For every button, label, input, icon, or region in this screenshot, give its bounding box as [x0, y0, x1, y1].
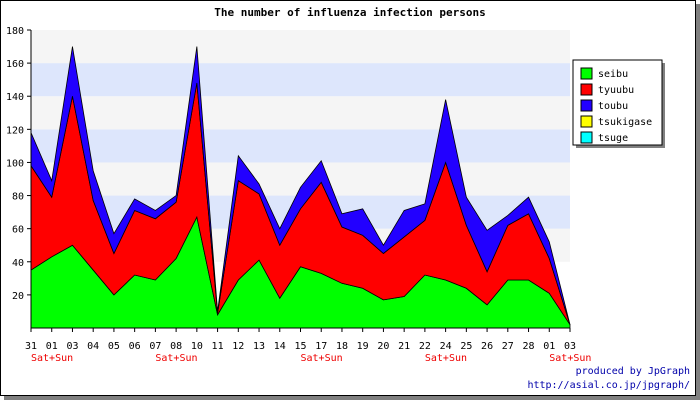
- legend-label-tsukigase: tsukigase: [598, 117, 652, 128]
- x-tick-label: 13: [253, 341, 265, 352]
- y-tick-label: 120: [6, 125, 24, 136]
- x-tick-label: 14: [274, 341, 286, 352]
- weekend-labels: Sat+Sun Sat+Sun Sat+Sun Sat+Sun Sat+Sun: [31, 353, 591, 364]
- x-tick-label: 04: [87, 341, 99, 352]
- legend-swatch-tsuge: [580, 131, 593, 144]
- x-tick-label: 26: [481, 341, 493, 352]
- x-tick-label: 15: [294, 341, 306, 352]
- credits-url: http://asial.co.jp/jpgraph/: [527, 380, 690, 391]
- weekend-label: Sat+Sun: [549, 353, 591, 364]
- credits-produced-by: produced by JpGraph: [575, 366, 690, 377]
- x-tick-label: 01: [543, 341, 555, 352]
- x-tick-label: 11: [212, 341, 224, 352]
- y-tick-labels: 20 40 60 80 100 120 140 160 180: [6, 26, 24, 302]
- legend-swatch-seibu: [580, 67, 593, 80]
- x-tick-label: 01: [46, 341, 58, 352]
- x-tick-label: 19: [357, 341, 369, 352]
- legend: seibu tyuubu toubu tsukigase tsuge: [572, 59, 665, 148]
- weekend-label: Sat+Sun: [31, 353, 73, 364]
- legend-label-tsuge: tsuge: [598, 133, 628, 144]
- x-tick-label: 06: [129, 341, 141, 352]
- legend-label-toubu: toubu: [598, 101, 628, 112]
- x-tick-label: 21: [398, 341, 410, 352]
- band-160: [31, 30, 570, 64]
- x-tick-label: 03: [66, 341, 78, 352]
- weekend-label: Sat+Sun: [155, 353, 197, 364]
- x-tick-label: 07: [149, 341, 161, 352]
- legend-swatch-tsukigase: [580, 115, 593, 128]
- x-tick-label: 10: [191, 341, 203, 352]
- y-tick-label: 160: [6, 59, 24, 70]
- weekend-label: Sat+Sun: [425, 353, 467, 364]
- chart-title: The number of influenza infection person…: [214, 6, 486, 19]
- y-tick-label: 80: [12, 192, 24, 203]
- y-tick-label: 60: [12, 225, 24, 236]
- x-tick-label: 31: [25, 341, 37, 352]
- x-tick-labels: 31 01 03 04 05 06 07 08 10 11 12 13 14 15 17 18 19 20 21 22…: [25, 341, 576, 352]
- y-tick-label: 40: [12, 258, 24, 269]
- x-tick-label: 18: [336, 341, 348, 352]
- x-tick-label: 20: [377, 341, 389, 352]
- credits: produced by JpGraph http://asial.co.jp/j…: [527, 365, 690, 393]
- legend-swatch-tyuubu: [580, 83, 593, 96]
- weekend-label: Sat+Sun: [301, 353, 343, 364]
- y-tick-label: 140: [6, 92, 24, 103]
- x-tick-label: 03: [564, 341, 576, 352]
- legend-swatch-toubu: [580, 99, 593, 112]
- x-tick-label: 27: [502, 341, 514, 352]
- legend-label-seibu: seibu: [598, 69, 628, 80]
- y-tick-label: 180: [6, 26, 24, 37]
- axes: [27, 29, 571, 332]
- band-120: [31, 96, 570, 130]
- x-tick-label: 28: [523, 341, 535, 352]
- x-tick-label: 25: [460, 341, 472, 352]
- x-tick-label: 17: [315, 341, 327, 352]
- x-tick-label: 22: [419, 341, 431, 352]
- y-tick-label: 100: [6, 158, 24, 169]
- x-tick-label: 24: [440, 341, 452, 352]
- band-100: [31, 129, 570, 163]
- y-tick-label: 20: [12, 291, 24, 302]
- x-tick-label: 12: [232, 341, 244, 352]
- legend-label-tyuubu: tyuubu: [598, 85, 634, 96]
- x-tick-label: 05: [108, 341, 120, 352]
- band-140: [31, 63, 570, 97]
- x-tick-label: 08: [170, 341, 182, 352]
- area-toubu: [30, 46, 571, 325]
